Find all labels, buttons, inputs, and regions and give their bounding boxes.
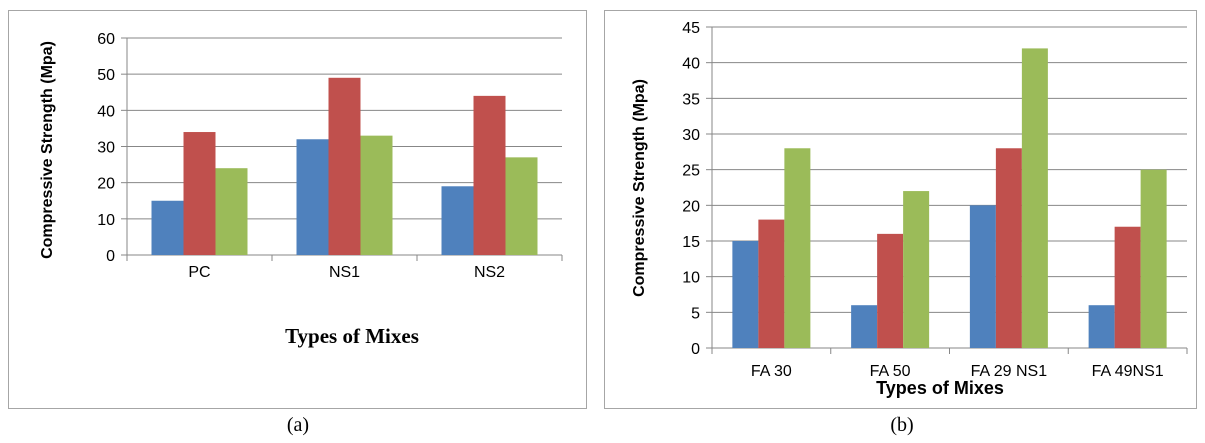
y-axis-title: Compressive Strength (Mpa) <box>39 41 56 259</box>
y-tick-label: 30 <box>682 127 700 144</box>
caption-a: (a) <box>286 414 310 436</box>
bar-series2-fa-30 <box>758 219 785 348</box>
y-tick-label: 0 <box>691 341 700 358</box>
y-tick-label: 25 <box>682 163 700 180</box>
x-tick-label: FA 49NS1 <box>1092 363 1164 380</box>
bar-series1-fa-29-ns1 <box>969 205 996 348</box>
bar-series3-fa-49ns1 <box>1140 169 1167 348</box>
bar-series1-ns2 <box>441 186 474 255</box>
y-tick-label: 0 <box>106 248 115 265</box>
y-tick-label: 60 <box>97 31 115 48</box>
bar-series2-fa-29-ns1 <box>995 148 1022 348</box>
bar-series3-fa-30 <box>784 148 811 348</box>
chart-b: 0 5 10 15 20 25 30 35 40 45 FA 30 FA 50 FA 29 NS1 FA … <box>631 20 1188 398</box>
bar-series3-pc <box>215 168 248 255</box>
x-tick-label: PC <box>188 264 210 281</box>
bar-series1-fa-30 <box>732 241 759 348</box>
bar-series3-fa-29-ns1 <box>1021 48 1048 349</box>
x-tick-label: FA 29 NS1 <box>971 363 1048 380</box>
y-tick-label: 40 <box>97 103 115 120</box>
bar-series3-ns1 <box>360 135 393 255</box>
y-tick-label: 20 <box>682 198 700 215</box>
y-tick-label: 40 <box>682 56 700 73</box>
x-tick-label: NS1 <box>329 264 360 281</box>
bar-series1-pc <box>151 200 184 255</box>
bar-series3-ns2 <box>505 157 538 255</box>
y-tick-label: 30 <box>97 140 115 157</box>
bar-series1-ns1 <box>296 139 329 255</box>
x-tick-label: NS2 <box>474 264 505 281</box>
y-tick-label: 5 <box>691 305 700 322</box>
x-tick-label: FA 30 <box>751 363 792 380</box>
x-axis-title: Types of Mixes <box>876 378 1004 398</box>
y-axis-title: Compressive Strength (Mpa) <box>631 79 648 297</box>
y-tick-label: 45 <box>682 20 700 37</box>
y-tick-label: 15 <box>682 234 700 251</box>
y-tick-label: 10 <box>97 212 115 229</box>
chart-a: 0 10 20 30 40 50 60 PC NS1 NS2 Compressive Strengt… <box>39 31 563 348</box>
x-axis-title: Types of Mixes <box>285 324 419 348</box>
bar-series2-pc <box>183 132 216 255</box>
y-tick-label: 50 <box>97 67 115 84</box>
bar-series2-fa-50 <box>877 233 904 348</box>
y-tick-label: 35 <box>682 91 700 108</box>
bar-series1-fa-50 <box>851 305 878 348</box>
bar-series2-fa-49ns1 <box>1114 226 1141 348</box>
bar-series2-ns2 <box>473 95 506 255</box>
y-tick-label: 10 <box>682 270 700 287</box>
y-tick-label: 20 <box>97 176 115 193</box>
x-tick-label: FA 50 <box>870 363 911 380</box>
bar-series2-ns1 <box>328 77 361 256</box>
bar-series1-fa-49ns1 <box>1088 305 1115 348</box>
caption-b: (b) <box>890 414 914 436</box>
bar-series3-fa-50 <box>903 191 930 348</box>
